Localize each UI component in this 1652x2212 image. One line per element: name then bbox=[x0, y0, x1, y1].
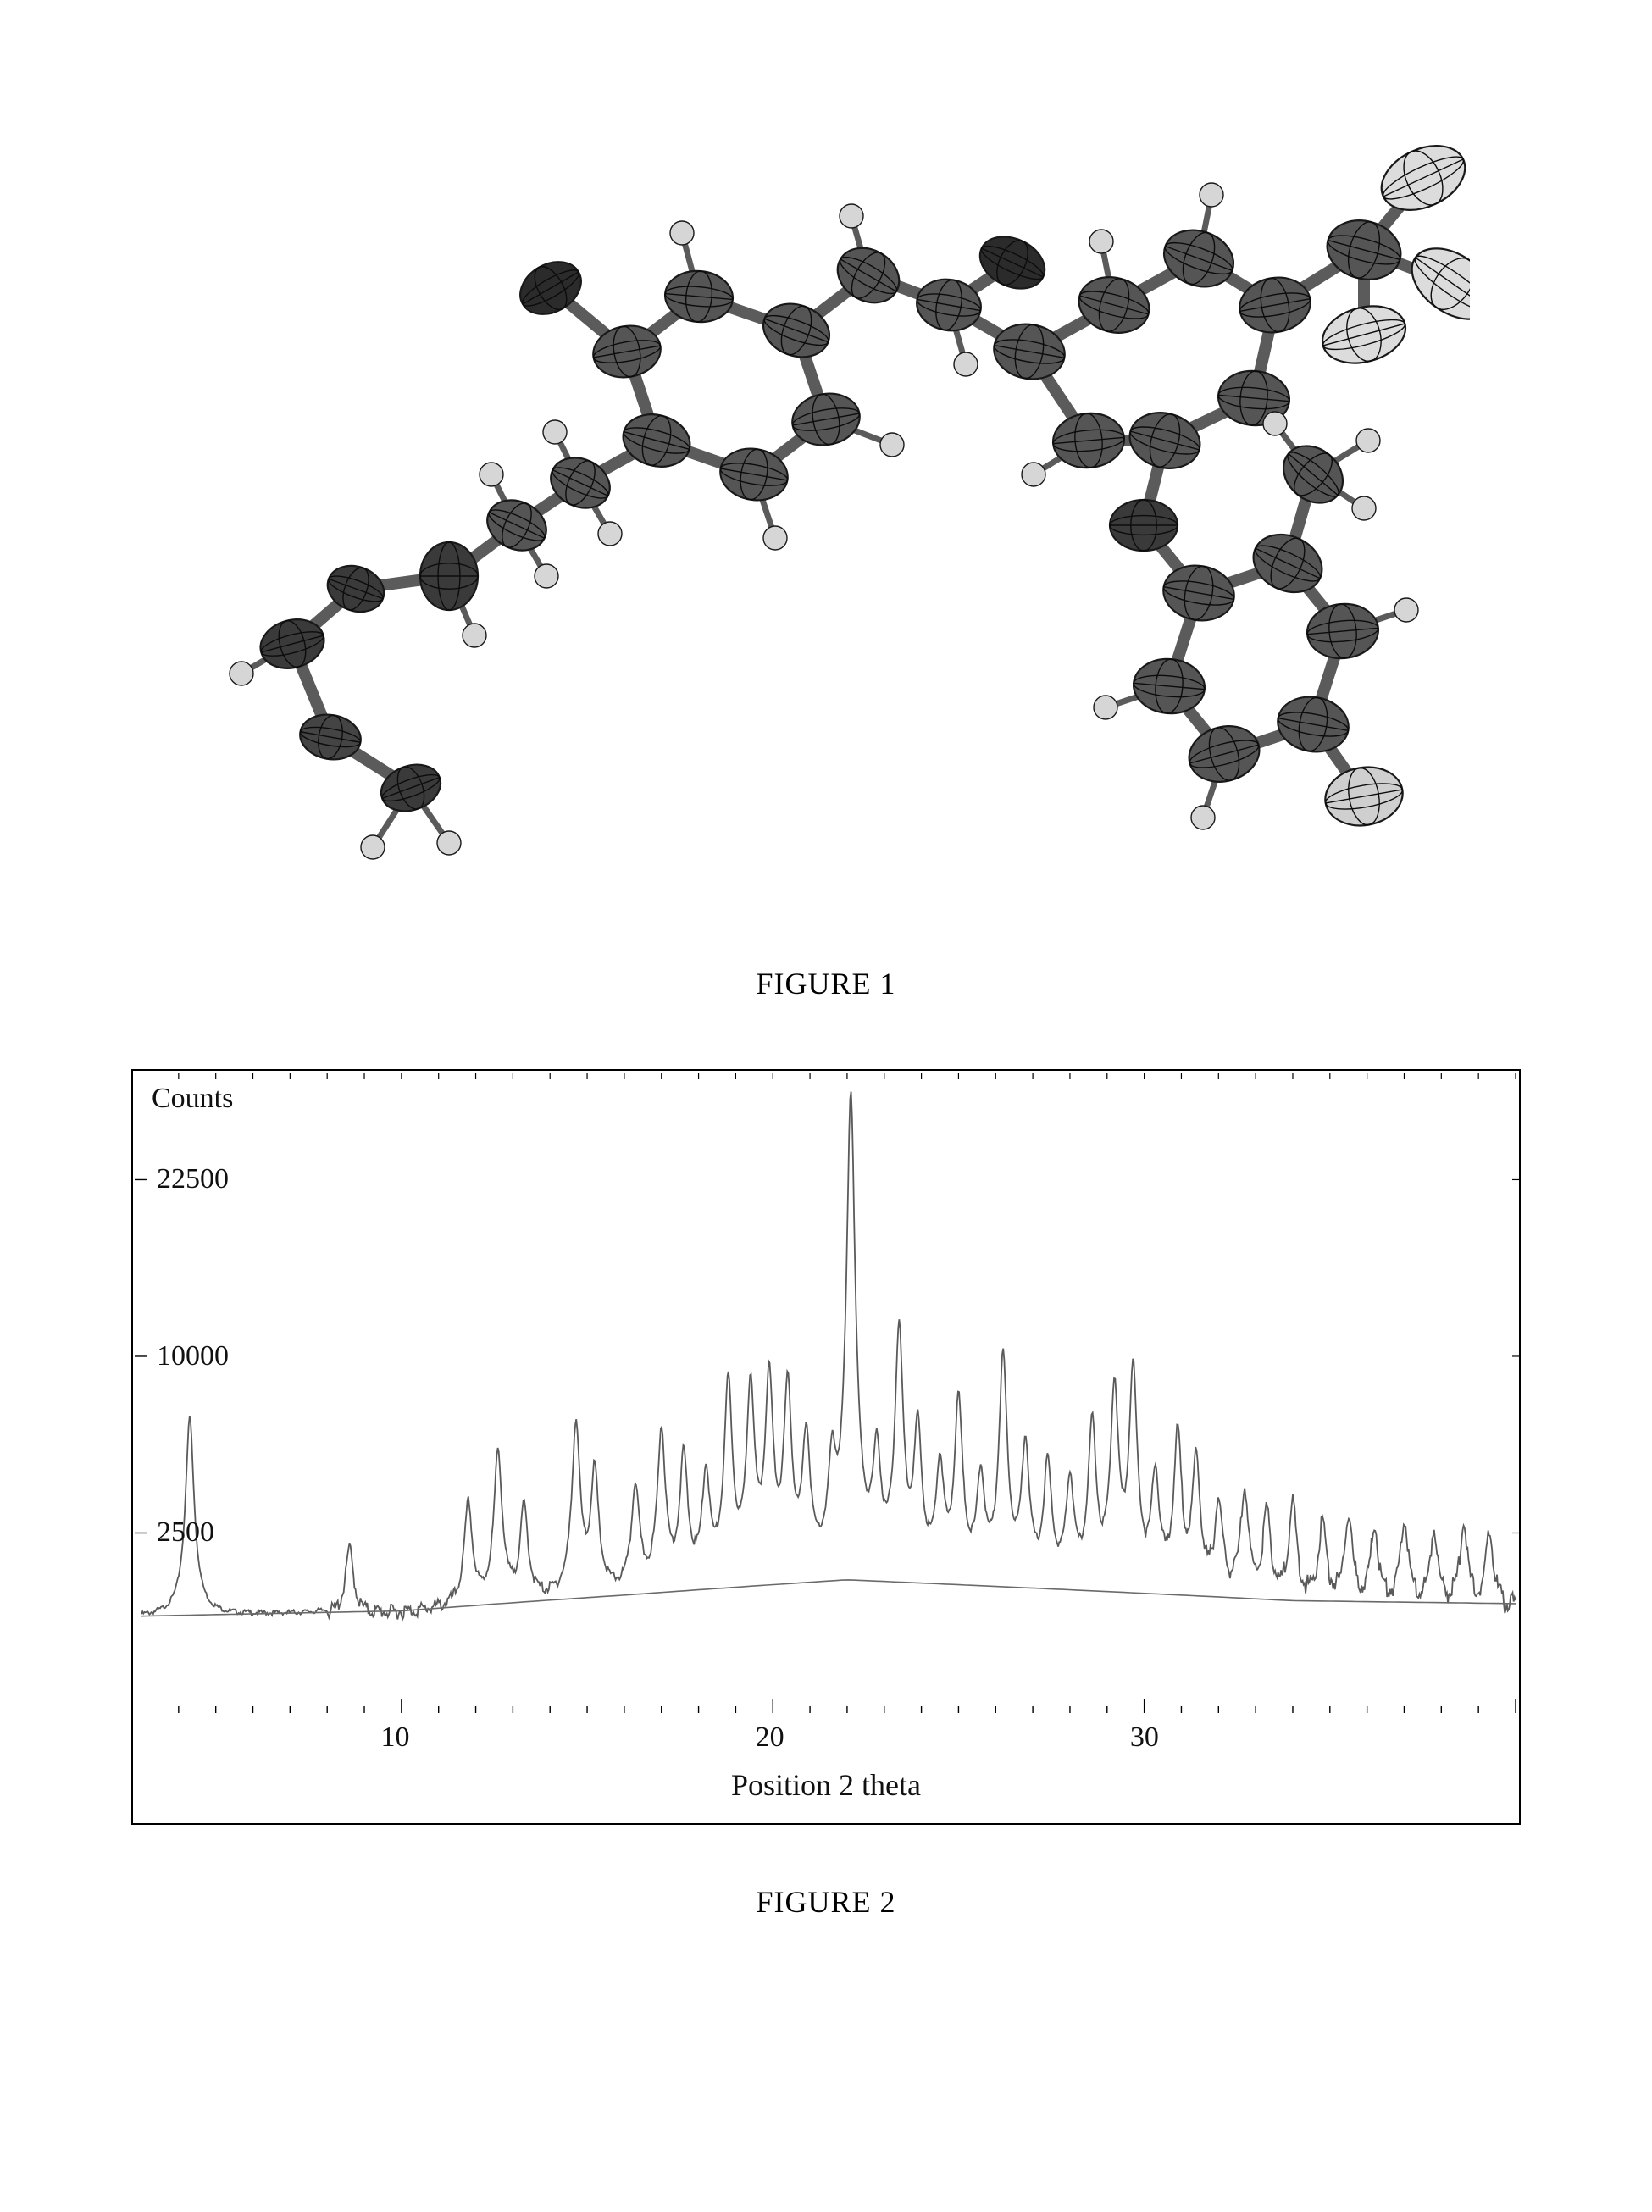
x-tick-label: 20 bbox=[756, 1721, 784, 1754]
xrd-chart-frame: Counts 2500 10000 22500 10 20 30 Position 2 … bbox=[131, 1069, 1521, 1825]
figure-2-block: Counts 2500 10000 22500 10 20 30 Position 2 … bbox=[119, 1069, 1533, 1920]
y-tick-label: 10000 bbox=[157, 1340, 167, 1372]
y-tick-label: 2500 bbox=[157, 1516, 167, 1549]
x-tick-label: 30 bbox=[1130, 1721, 1159, 1754]
figure-1-caption: FIGURE 1 bbox=[119, 966, 1533, 1001]
xrd-plot-area: Counts 2500 10000 22500 bbox=[133, 1071, 1519, 1715]
xrd-svg bbox=[133, 1071, 1522, 1715]
x-tick-row: 10 20 30 bbox=[133, 1715, 1519, 1760]
figure-1-block: FIGURE 1 bbox=[119, 51, 1533, 1001]
y-tick-label: 22500 bbox=[157, 1163, 167, 1195]
x-axis-title: Position 2 theta bbox=[133, 1760, 1519, 1823]
figure-2-caption: FIGURE 2 bbox=[119, 1884, 1533, 1920]
figure-1-ortep bbox=[182, 51, 1470, 932]
x-tick-label: 10 bbox=[381, 1721, 410, 1754]
ortep-svg bbox=[182, 51, 1470, 932]
y-axis-title: Counts bbox=[152, 1083, 233, 1115]
